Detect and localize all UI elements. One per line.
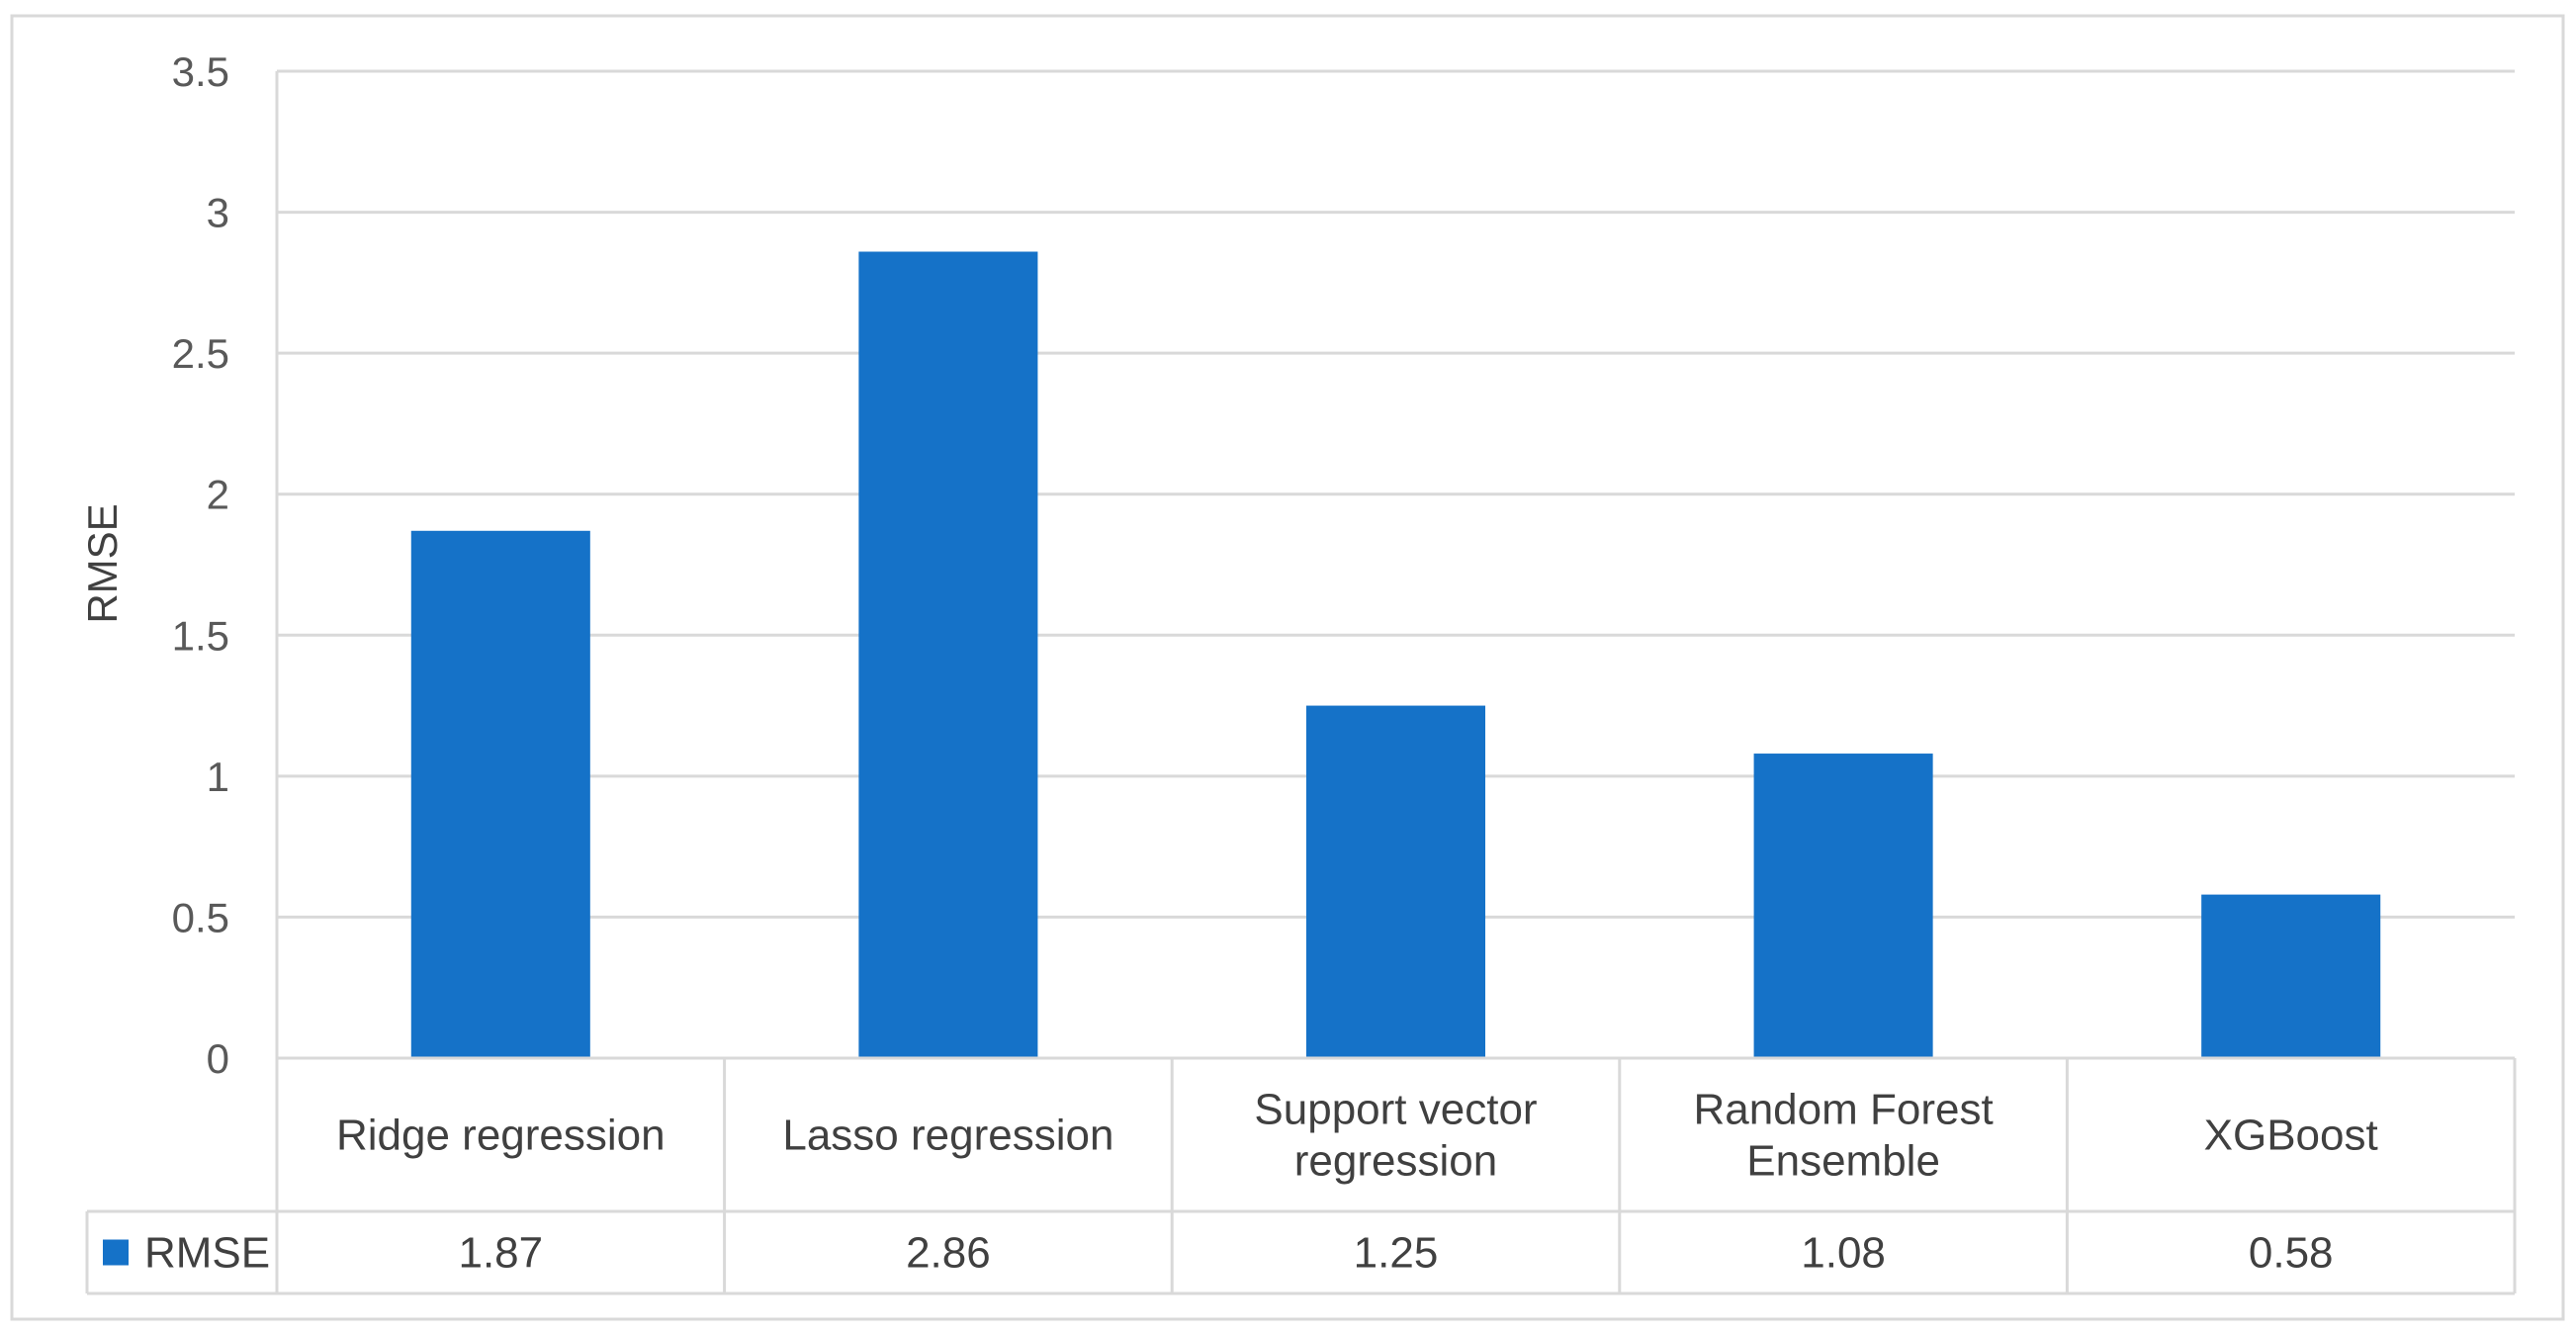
- category-label-line: Random Forest: [1693, 1086, 1993, 1134]
- bar: [410, 530, 590, 1058]
- bar: [2201, 894, 2381, 1058]
- data-table-value: 0.58: [2249, 1229, 2334, 1278]
- category-label-line: Support vector: [1254, 1086, 1537, 1134]
- category-label: Lasso regression: [782, 1112, 1113, 1160]
- data-table-value: 1.25: [1354, 1229, 1439, 1278]
- y-axis: 0 0.5 1 1.5 2 2.5 3 3.5: [172, 48, 229, 1082]
- y-tick-label: 2.5: [172, 330, 229, 377]
- bars: [410, 251, 2381, 1058]
- data-table-value: 1.87: [458, 1229, 543, 1278]
- data-table: Ridge regression Lasso regression Support …: [85, 1056, 2517, 1295]
- data-table-value: 1.08: [1801, 1229, 1886, 1278]
- category-label: Ridge regression: [336, 1112, 666, 1160]
- category-label-line: Ridge regression: [336, 1112, 666, 1160]
- y-tick-label: 1.5: [172, 612, 229, 659]
- y-tick-label: 2: [207, 472, 229, 518]
- bar: [1753, 754, 1933, 1058]
- y-tick-label: 0.5: [172, 894, 229, 940]
- legend-swatch: [103, 1239, 129, 1266]
- bar: [858, 251, 1038, 1058]
- y-tick-label: 1: [207, 754, 229, 800]
- category-label-line: regression: [1294, 1137, 1497, 1186]
- category-label-line: Ensemble: [1746, 1137, 1940, 1186]
- y-tick-label: 3.5: [172, 48, 229, 95]
- category-label: Random Forest Ensemble: [1693, 1086, 1993, 1186]
- category-label-line: Lasso regression: [782, 1112, 1113, 1160]
- y-axis-title: RMSE: [79, 503, 126, 623]
- bar: [1305, 705, 1486, 1058]
- category-label: Support vector regression: [1254, 1086, 1537, 1186]
- category-label: XGBoost: [2204, 1112, 2378, 1160]
- y-tick-label: 3: [207, 190, 229, 236]
- data-table-value: 2.86: [906, 1229, 991, 1278]
- category-label-line: XGBoost: [2204, 1112, 2378, 1160]
- y-tick-label: 0: [207, 1035, 229, 1082]
- legend-label: RMSE: [144, 1229, 270, 1278]
